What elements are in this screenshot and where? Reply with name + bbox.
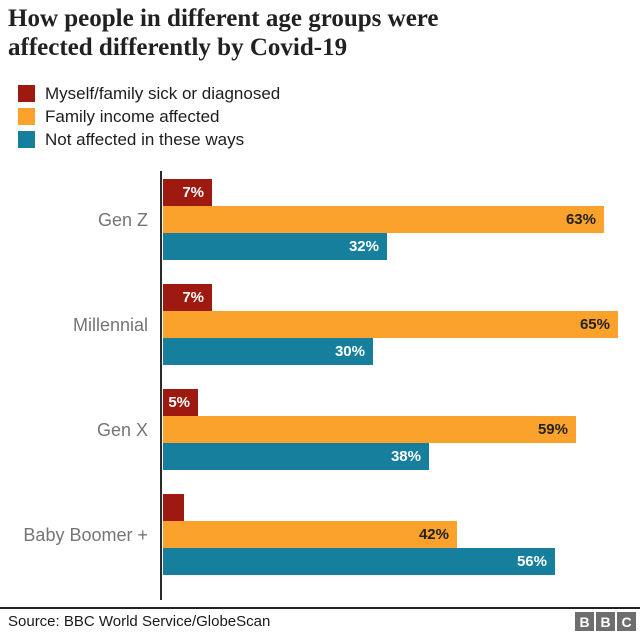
legend-swatch-income: [18, 108, 35, 125]
category-label-baby-boomer: Baby Boomer +: [23, 524, 148, 545]
legend-label-notaffected: Not affected in these ways: [45, 130, 245, 149]
bar-millennial-series-1: 65%: [163, 311, 618, 338]
y-axis-line: [160, 171, 162, 600]
bbc-logo-letter-b2: B: [596, 612, 615, 631]
bar-value-label: 42%: [418, 526, 449, 543]
bar-gen-z-series-2: 32%: [163, 233, 387, 260]
bar-gen-x-series-2: 38%: [163, 443, 429, 470]
legend-swatch-notaffected: [18, 131, 35, 148]
bar-value-label: 59%: [537, 421, 568, 438]
legend-label-sick: Myself/family sick or diagnosed: [45, 84, 281, 103]
bar-value-label: 65%: [579, 316, 610, 333]
legend-item-income: Family income affected: [18, 105, 280, 128]
bar-value-label: 7%: [182, 184, 204, 201]
footer-divider: [0, 607, 640, 609]
legend-label-income: Family income affected: [45, 107, 220, 126]
bar-value-label: 38%: [390, 448, 421, 465]
source-text: Source: BBC World Service/GlobeScan: [8, 613, 271, 630]
category-label-gen-x: Gen X: [96, 419, 148, 440]
bar-gen-z-series-0: 7%: [163, 179, 212, 206]
bar-value-label: 30%: [334, 343, 365, 360]
bar-baby-boomer-series-0: [163, 494, 184, 521]
bar-gen-x-series-1: 59%: [163, 416, 576, 443]
bar-millennial-series-0: 7%: [163, 284, 212, 311]
bar-baby-boomer-series-2: 56%: [163, 548, 555, 575]
bbc-logo-letter-c: C: [617, 612, 636, 631]
bar-value-label: 56%: [516, 553, 547, 570]
chart-area: Gen Z 7% 63% 32% Millennial 7% 65% 30% Gen X 5% 59…: [23, 171, 618, 600]
legend-swatch-sick: [18, 85, 35, 102]
bar-value-label: 32%: [348, 238, 379, 255]
chart-title: How people in different age groups were …: [8, 4, 608, 62]
bar-baby-boomer-series-1: 42%: [163, 521, 457, 548]
legend-item-sick: Myself/family sick or diagnosed: [18, 82, 280, 105]
bar-value-label: 63%: [565, 211, 596, 228]
bar-millennial-series-2: 30%: [163, 338, 373, 365]
category-label-millennial: Millennial: [72, 314, 148, 335]
bar-value-label: 5%: [168, 394, 190, 411]
legend: Myself/family sick or diagnosed Family i…: [18, 82, 280, 151]
bbc-logo-letter-b1: B: [575, 612, 594, 631]
chart-title-line1: How people in different age groups were: [8, 5, 439, 32]
category-label-gen-z: Gen Z: [97, 209, 148, 230]
bar-gen-z-series-1: 63%: [163, 206, 604, 233]
chart-title-line2: affected differently by Covid-19: [8, 34, 348, 61]
bbc-logo: B B C: [575, 612, 636, 631]
legend-item-notaffected: Not affected in these ways: [18, 128, 280, 151]
bar-value-label: 7%: [182, 289, 204, 306]
bar-gen-x-series-0: 5%: [163, 389, 198, 416]
